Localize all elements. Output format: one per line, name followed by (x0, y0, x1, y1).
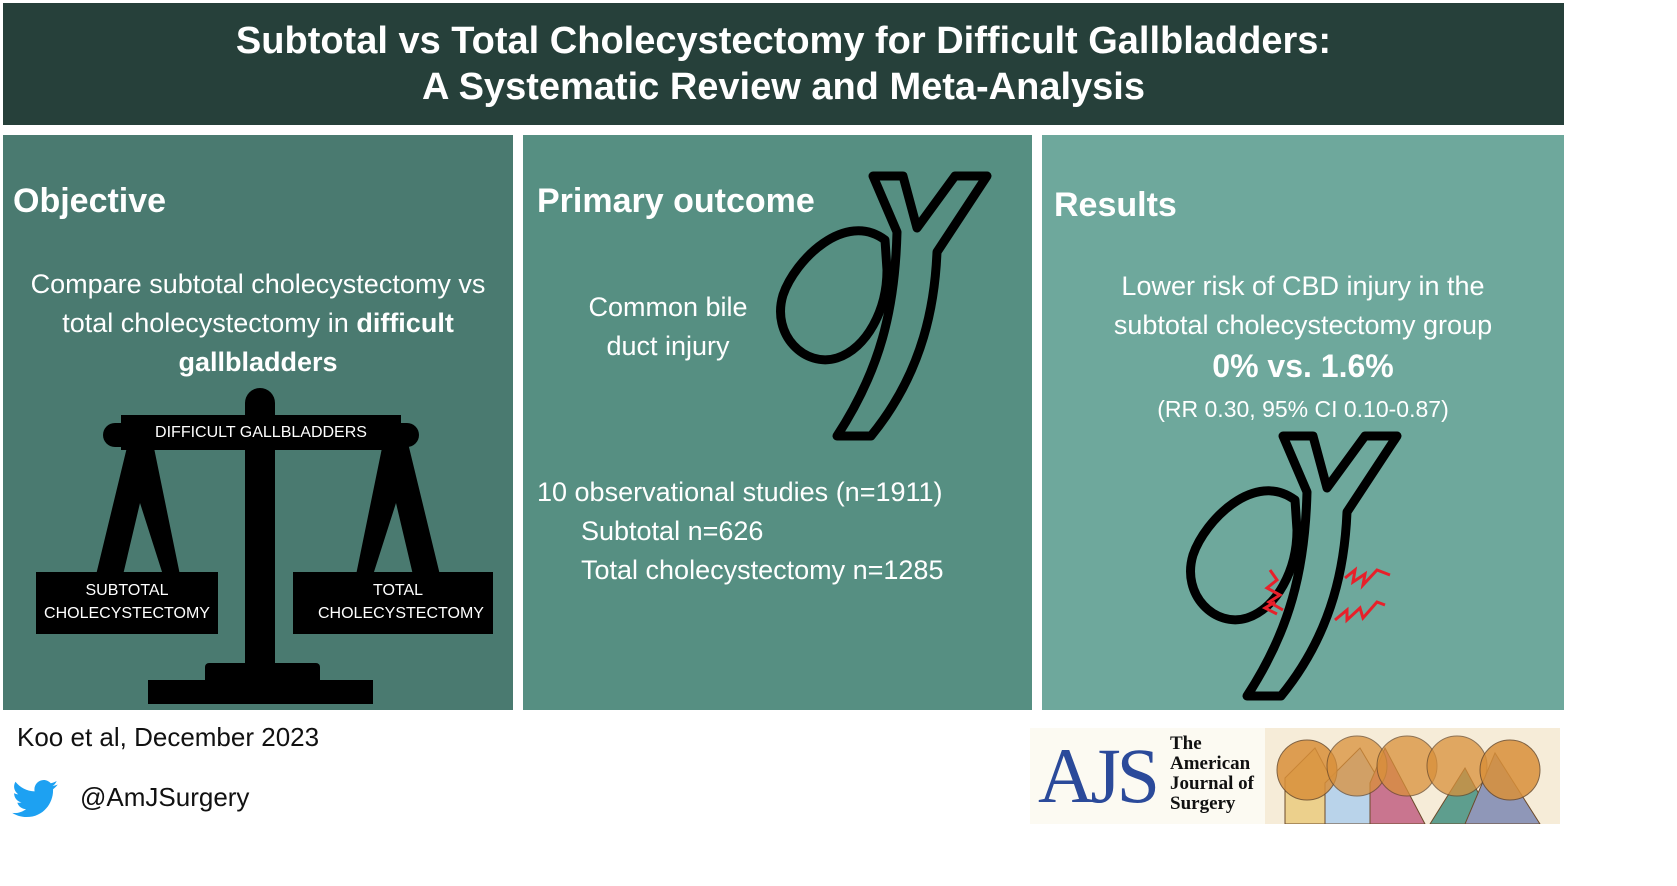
journal-logo: AJS The American Journal of Surgery (1030, 728, 1560, 824)
objective-panel: Objective Compare subtotal cholecystecto… (3, 135, 513, 710)
page-header: Subtotal vs Total Cholecystectomy for Di… (3, 3, 1564, 125)
outcome-text: Common bile duct injury (563, 288, 773, 366)
objective-title: Objective (13, 182, 167, 220)
outcome-line-1: Common bile (588, 292, 748, 322)
primary-outcome-panel: Primary outcome Common bile duct injury … (523, 135, 1032, 710)
primary-title: Primary outcome (537, 182, 815, 220)
results-line-2: subtotal cholecystectomy group (1113, 310, 1493, 340)
injury-marks (1261, 566, 1391, 624)
left-pan-label: SUBTOTAL CHOLECYSTECTOMY (44, 582, 210, 622)
total-count: Total cholecystectomy n=1285 (581, 555, 944, 585)
twitter-icon[interactable] (12, 780, 58, 818)
studies-text: 10 observational studies (n=1911) (537, 477, 943, 507)
results-stats: (RR 0.30, 95% CI 0.10-0.87) (1157, 396, 1449, 422)
journal-name: The American Journal of Surgery (1170, 733, 1254, 814)
results-title: Results (1054, 186, 1177, 224)
results-headline: 0% vs. 1.6% (1212, 348, 1394, 384)
twitter-handle[interactable]: @AmJSurgery (80, 782, 250, 812)
objective-text-bold: difficult gallbladders (178, 308, 454, 377)
right-pan-label: TOTAL CHOLECYSTECTOMY (318, 582, 484, 622)
objective-text-plain: Compare subtotal cholecystectomy vs tota… (30, 269, 486, 338)
results-panel: Results Lower risk of CBD injury in the … (1042, 135, 1564, 710)
subtotal-count: Subtotal n=626 (581, 516, 764, 546)
bile-duct-icon (775, 170, 1000, 445)
objective-text: Compare subtotal cholecystectomy vs tota… (13, 265, 503, 382)
title-line-2: A Systematic Review and Meta-Analysis (422, 66, 1145, 108)
outcome-line-2: duct injury (606, 331, 730, 361)
faces-logo-art (1265, 728, 1560, 824)
citation: Koo et al, December 2023 (17, 722, 320, 752)
ajs-logo-mark: AJS (1038, 732, 1160, 819)
scale-beam-label: DIFFICULT GALLBLADDERS (155, 424, 367, 441)
title-line-1: Subtotal vs Total Cholecystectomy for Di… (235, 20, 1332, 62)
results-line-1: Lower risk of CBD injury in the (1121, 271, 1485, 301)
injured-bile-duct-icon (1185, 430, 1410, 705)
